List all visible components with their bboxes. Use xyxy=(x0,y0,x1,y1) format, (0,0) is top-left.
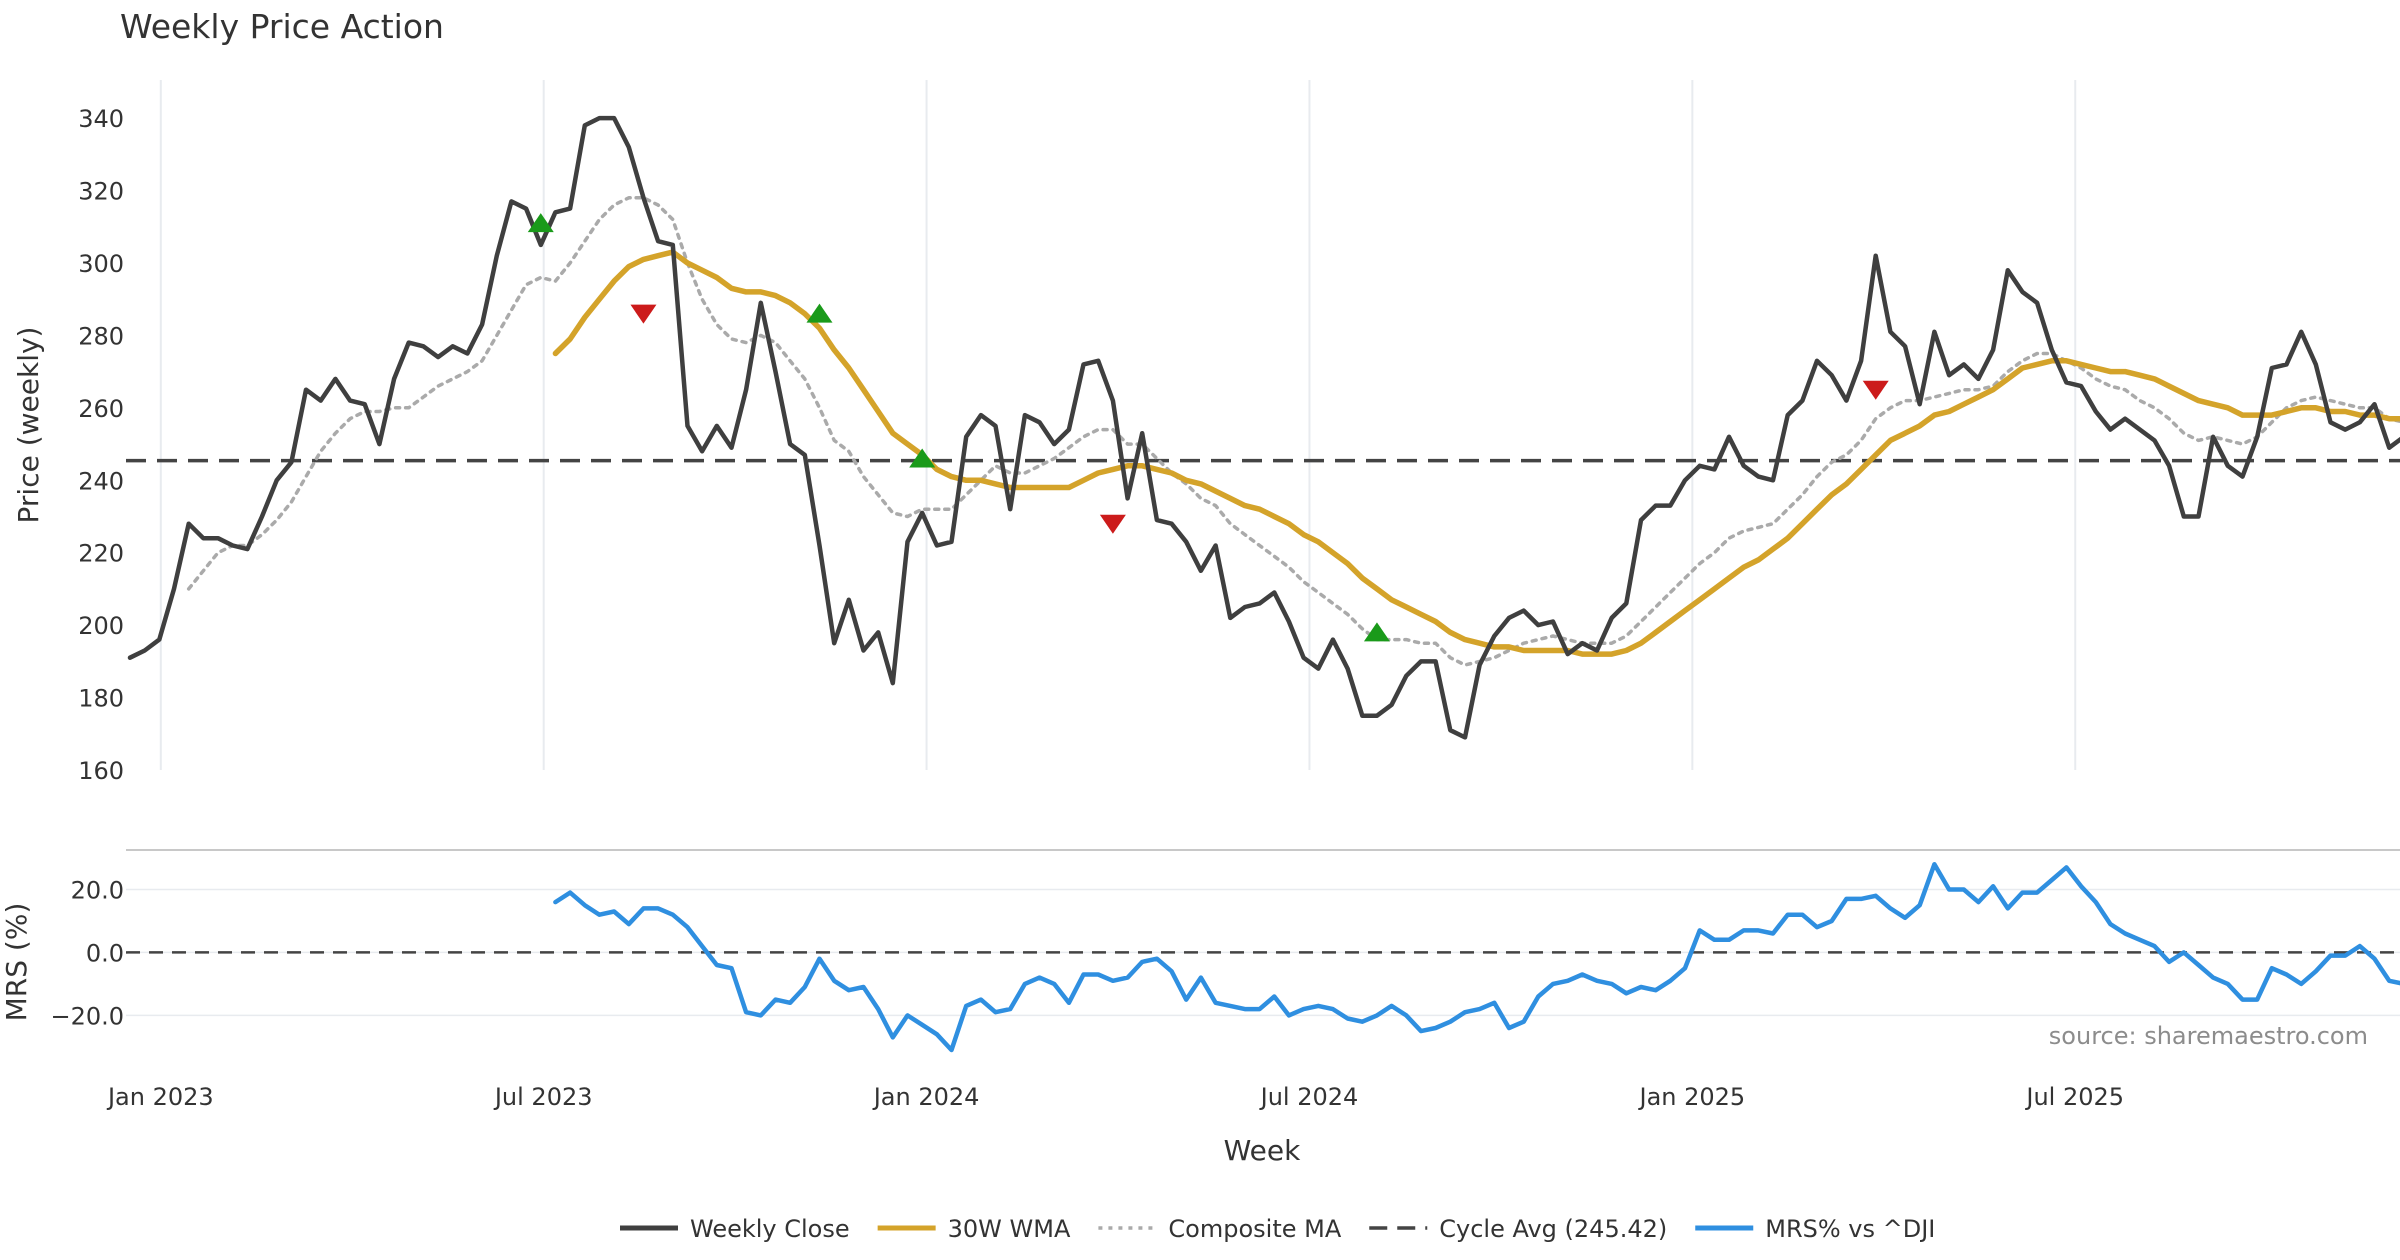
legend-label: Weekly Close xyxy=(690,1215,850,1243)
x-tick-label: Jan 2023 xyxy=(106,1083,214,1111)
legend: Weekly Close 30W WMA Composite MA Cycle Avg… xyxy=(620,1215,1935,1243)
legend-item: Cycle Avg (245.42) xyxy=(1369,1215,1667,1243)
series-lines xyxy=(126,115,2400,1053)
source-note: source: sharemaestro.com xyxy=(2049,1022,2368,1050)
sell-signal-marker xyxy=(1099,514,1126,534)
buy-signal-marker xyxy=(909,448,936,468)
legend-label: 30W WMA xyxy=(948,1215,1071,1243)
mrs-axis-title: MRS (%) xyxy=(0,903,33,1022)
price-tick-label: 340 xyxy=(78,105,124,133)
composite-ma-line xyxy=(186,196,2400,667)
wma-30w-line xyxy=(552,249,2400,657)
legend-label: Composite MA xyxy=(1168,1215,1341,1243)
sell-signal-marker xyxy=(630,304,657,324)
price-tick-label: 300 xyxy=(78,250,124,278)
mrs-tick-label: 0.0 xyxy=(86,939,124,967)
signal-markers xyxy=(527,213,1889,642)
x-tick-label: Jul 2025 xyxy=(2024,1083,2124,1111)
price-tick-label: 280 xyxy=(78,322,124,350)
price-tick-label: 260 xyxy=(78,395,124,423)
price-axis-title: Price (weekly) xyxy=(12,327,45,524)
chart-title: Weekly Price Action xyxy=(120,7,444,46)
price-tick-label: 160 xyxy=(78,757,124,785)
weekly-close-line xyxy=(127,115,2400,740)
grid-lines xyxy=(126,80,2400,1017)
mrs-tick-label: −20.0 xyxy=(50,1002,124,1030)
x-tick-label: Jan 2024 xyxy=(872,1083,980,1111)
legend-item: MRS% vs ^DJI xyxy=(1695,1215,1935,1243)
sell-signal-marker xyxy=(1862,380,1889,400)
price-tick-label: 220 xyxy=(78,540,124,568)
legend-item: 30W WMA xyxy=(877,1215,1071,1243)
mrs-tick-label: 20.0 xyxy=(71,876,124,904)
legend-label: Cycle Avg (245.42) xyxy=(1439,1215,1667,1243)
axis-ticks: Jan 2023 Jul 2023 Jan 2024 Jul 2024 Jan 2025… xyxy=(50,105,2124,1111)
x-tick-label: Jul 2023 xyxy=(493,1083,593,1111)
price-tick-label: 200 xyxy=(78,612,124,640)
buy-signal-marker xyxy=(1363,622,1390,642)
legend-item: Weekly Close xyxy=(620,1215,850,1243)
buy-signal-marker xyxy=(527,213,554,233)
x-tick-label: Jan 2025 xyxy=(1638,1083,1746,1111)
price-tick-label: 180 xyxy=(78,685,124,713)
x-axis-title: Week xyxy=(1224,1134,1301,1167)
price-tick-label: 240 xyxy=(78,467,124,495)
mrs-line xyxy=(553,862,2400,1053)
buy-signal-marker xyxy=(806,303,833,323)
x-tick-label: Jul 2024 xyxy=(1259,1083,1359,1111)
legend-item: Composite MA xyxy=(1098,1215,1342,1243)
legend-label: MRS% vs ^DJI xyxy=(1765,1215,1935,1243)
price-tick-label: 320 xyxy=(78,178,124,206)
